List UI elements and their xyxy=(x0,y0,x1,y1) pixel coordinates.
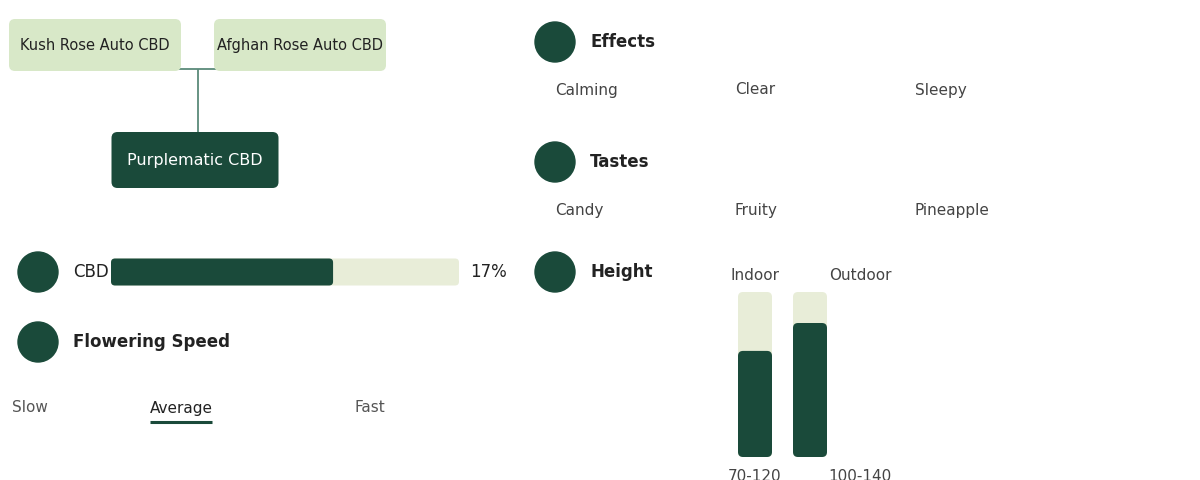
Circle shape xyxy=(535,22,575,62)
Text: Pineapple: Pineapple xyxy=(916,203,990,217)
Text: 17%: 17% xyxy=(470,263,506,281)
Circle shape xyxy=(535,252,575,292)
FancyBboxPatch shape xyxy=(793,323,827,457)
Text: Slow: Slow xyxy=(12,400,48,416)
Text: Fruity: Fruity xyxy=(734,203,778,217)
Text: Indoor: Indoor xyxy=(731,268,780,283)
Text: Outdoor: Outdoor xyxy=(829,268,892,283)
FancyBboxPatch shape xyxy=(738,292,772,457)
Text: Afghan Rose Auto CBD: Afghan Rose Auto CBD xyxy=(217,37,383,52)
Text: Average: Average xyxy=(150,400,214,416)
FancyBboxPatch shape xyxy=(112,132,278,188)
Text: Calming: Calming xyxy=(554,83,618,97)
FancyBboxPatch shape xyxy=(793,292,827,457)
FancyBboxPatch shape xyxy=(214,19,386,71)
Text: Sleepy: Sleepy xyxy=(916,83,967,97)
Text: Fast: Fast xyxy=(355,400,385,416)
Circle shape xyxy=(535,142,575,182)
Circle shape xyxy=(18,322,58,362)
FancyBboxPatch shape xyxy=(110,259,458,286)
Text: Clear: Clear xyxy=(734,83,775,97)
FancyBboxPatch shape xyxy=(738,351,772,457)
Text: Flowering Speed: Flowering Speed xyxy=(73,333,230,351)
Text: Height: Height xyxy=(590,263,653,281)
Text: CBD: CBD xyxy=(73,263,109,281)
Text: Effects: Effects xyxy=(590,33,655,51)
FancyBboxPatch shape xyxy=(110,259,334,286)
Text: Candy: Candy xyxy=(554,203,604,217)
Text: 70-120: 70-120 xyxy=(728,469,782,480)
FancyBboxPatch shape xyxy=(8,19,181,71)
Text: 100-140: 100-140 xyxy=(828,469,892,480)
Circle shape xyxy=(18,252,58,292)
Text: Tastes: Tastes xyxy=(590,153,649,171)
Text: Kush Rose Auto CBD: Kush Rose Auto CBD xyxy=(20,37,170,52)
Text: Purplematic CBD: Purplematic CBD xyxy=(127,153,263,168)
